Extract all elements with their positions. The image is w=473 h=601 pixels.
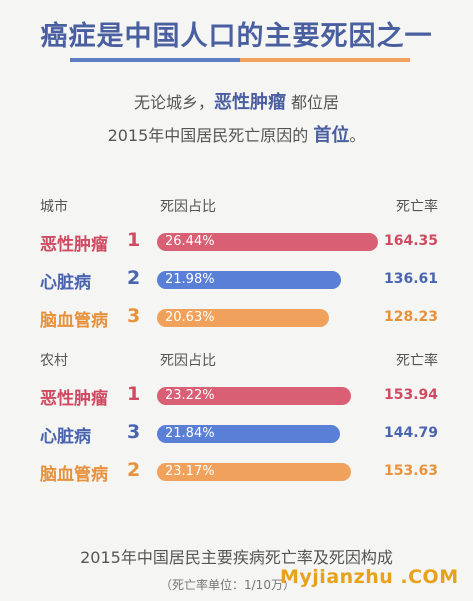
share-bar: 23.22% — [157, 387, 351, 405]
cause-label: 恶性肿瘤 — [40, 389, 108, 409]
death-rate-value: 136.61 — [383, 271, 438, 287]
title-underline — [70, 58, 410, 62]
column-header-rate: 死亡率 — [396, 199, 438, 215]
intro-highlight: 首位 — [313, 125, 350, 146]
intro-text: 都位居 — [285, 93, 340, 112]
column-header-rate: 死亡率 — [396, 353, 438, 369]
death-rate-value: 153.63 — [383, 463, 438, 479]
intro-text: 。 — [349, 126, 366, 145]
share-bar: 21.84% — [157, 425, 340, 443]
group-label: 城市 — [40, 199, 68, 215]
page-title: 癌症是中国人口的主要死因之一 — [40, 21, 433, 52]
column-header-share: 死因占比 — [160, 199, 216, 215]
death-rate-value: 144.79 — [383, 425, 438, 441]
death-rate-value: 153.94 — [383, 387, 438, 403]
intro-text: 2015年中国居民死亡原因的 — [107, 126, 314, 145]
rank-number: 1 — [127, 383, 141, 405]
cause-label: 脑血管病 — [40, 465, 108, 485]
intro-line-1: 无论城乡，恶性肿瘤 都位居 — [0, 88, 473, 114]
intro-highlight: 恶性肿瘤 — [213, 92, 286, 113]
share-bar: 26.44% — [157, 233, 378, 251]
watermark-logo: Myjianzhu .COM — [280, 566, 459, 588]
cause-label: 心脏病 — [40, 427, 91, 447]
intro-line-2: 2015年中国居民死亡原因的 首位。 — [0, 121, 473, 147]
cause-label: 脑血管病 — [40, 311, 108, 331]
chart-caption: 2015年中国居民主要疾病死亡率及死因构成 — [80, 548, 393, 567]
column-header-share: 死因占比 — [160, 353, 216, 369]
share-bar: 20.63% — [157, 309, 329, 327]
intro-text: 无论城乡， — [133, 93, 214, 112]
cause-label: 恶性肿瘤 — [40, 235, 108, 255]
share-bar: 21.98% — [157, 271, 341, 289]
underline-orange — [240, 58, 410, 62]
group-label: 农村 — [40, 353, 68, 369]
death-rate-value: 164.35 — [383, 233, 438, 249]
death-rate-value: 128.23 — [383, 309, 438, 325]
underline-blue — [70, 58, 240, 62]
rank-number: 2 — [127, 459, 141, 481]
rank-number: 3 — [127, 305, 141, 327]
unit-note: （死亡率单位：1/10万） — [160, 578, 295, 592]
rank-number: 1 — [127, 229, 141, 251]
share-bar: 23.17% — [157, 463, 351, 481]
rank-number: 3 — [127, 421, 141, 443]
rank-number: 2 — [127, 267, 141, 289]
cause-label: 心脏病 — [40, 273, 91, 293]
